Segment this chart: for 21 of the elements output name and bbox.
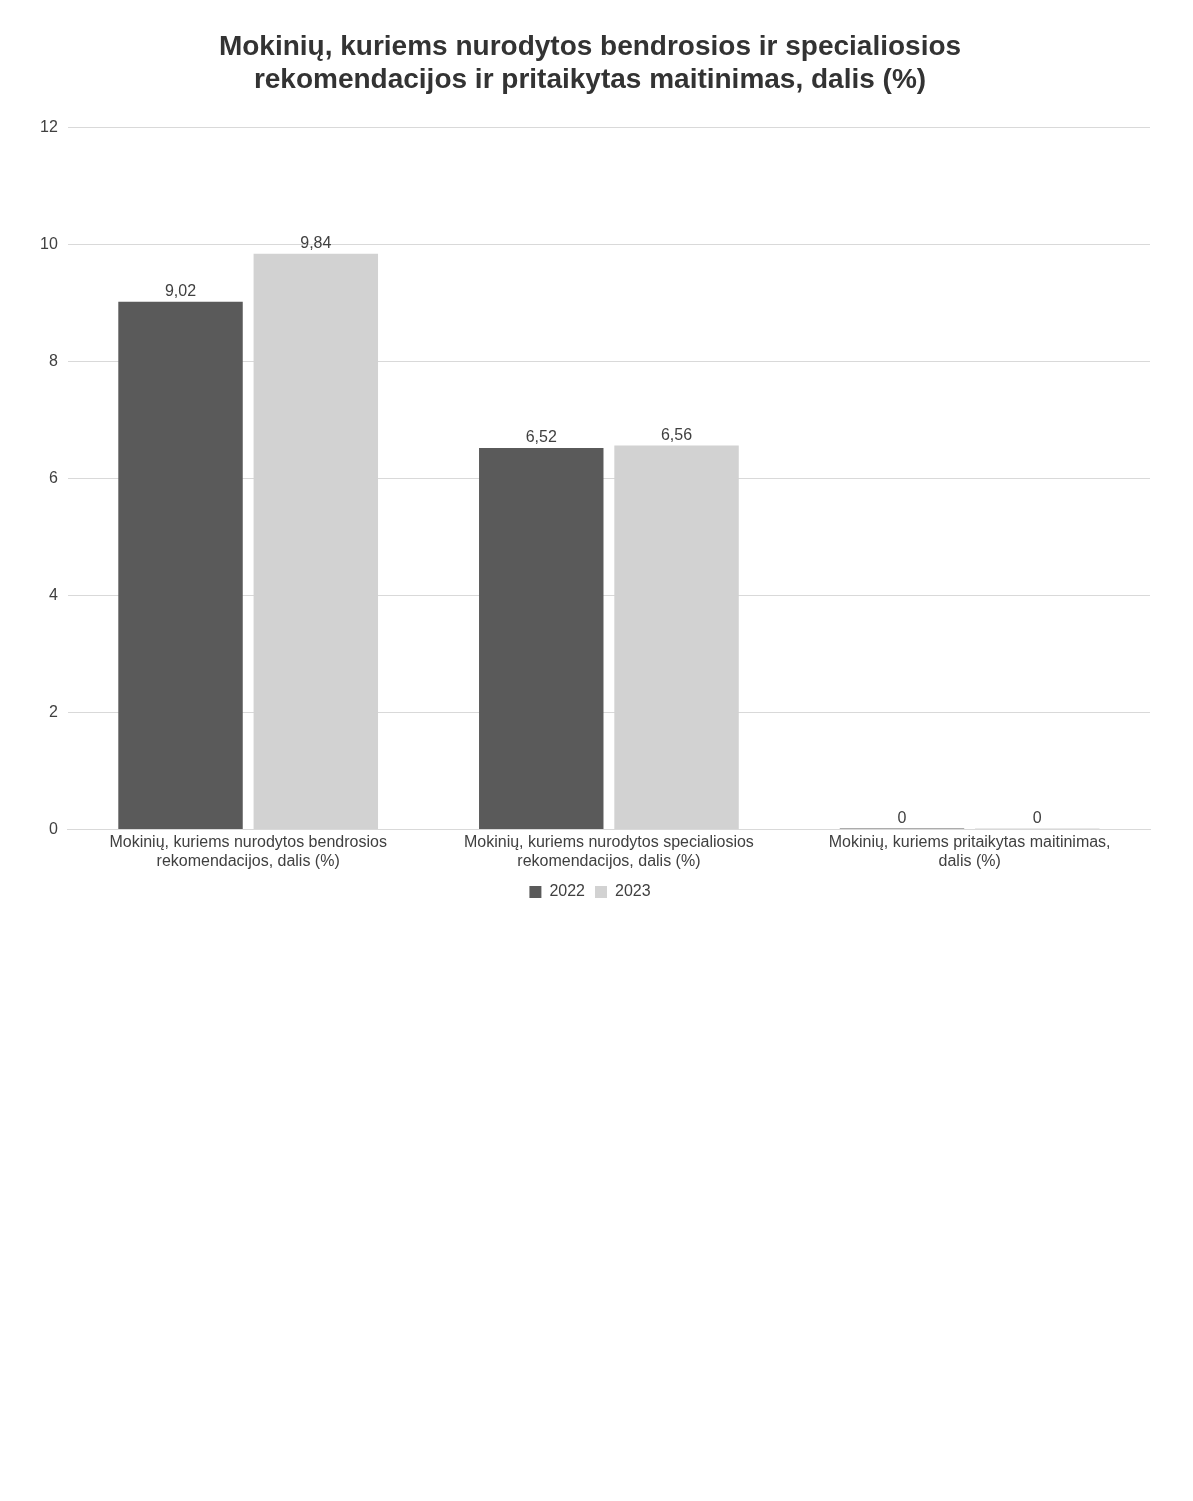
y-tick-label: 10	[40, 234, 58, 252]
chart-title: Mokinių, kuriems nurodytos bendrosios ir specialiosios rekomendacijos ir pritaikytas maitinimas, dalis (%)	[218, 29, 962, 95]
y-tick-label: 2	[48, 702, 58, 720]
y-tick-label: 12	[40, 117, 58, 135]
data-label: 9,02	[164, 282, 197, 300]
bar	[479, 447, 604, 830]
data-label: 0	[1032, 809, 1042, 827]
x-tick-label: Mokinių, kuriems nurodytos specialiosios rekomendacijos, dalis (%)	[463, 832, 754, 869]
y-tick-label: 4	[48, 585, 58, 603]
data-label: 0	[897, 809, 907, 827]
y-tick-label: 6	[48, 468, 58, 486]
bar	[118, 301, 243, 830]
y-tick-label: 8	[48, 351, 58, 369]
y-tick-label: 0	[48, 820, 58, 838]
legend-label: 2023	[615, 882, 651, 900]
legend-label: 2022	[549, 882, 586, 900]
data-label: 6,52	[525, 428, 557, 446]
x-tick-label: Mokinių, kuriems pritaikytas maitinimas, dalis (%)	[828, 832, 1111, 869]
x-tick-label: Mokinių, kuriems nurodytos bendrosios rekomendacijos, dalis (%)	[109, 832, 387, 869]
data-label: 9,84	[300, 234, 332, 252]
data-label: 6,56	[660, 426, 693, 444]
